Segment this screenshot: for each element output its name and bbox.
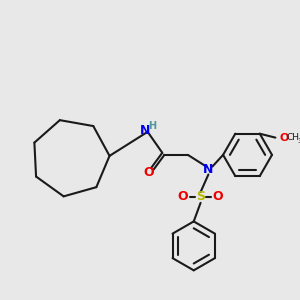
Text: H: H [148, 121, 157, 130]
Text: O: O [178, 190, 188, 203]
Text: S: S [196, 190, 205, 203]
Text: N: N [203, 163, 214, 176]
Text: O: O [143, 166, 154, 179]
Text: N: N [140, 124, 150, 137]
Text: 3: 3 [297, 138, 300, 144]
Text: O: O [213, 190, 224, 203]
Text: O: O [279, 133, 289, 142]
Text: CH: CH [286, 133, 299, 142]
